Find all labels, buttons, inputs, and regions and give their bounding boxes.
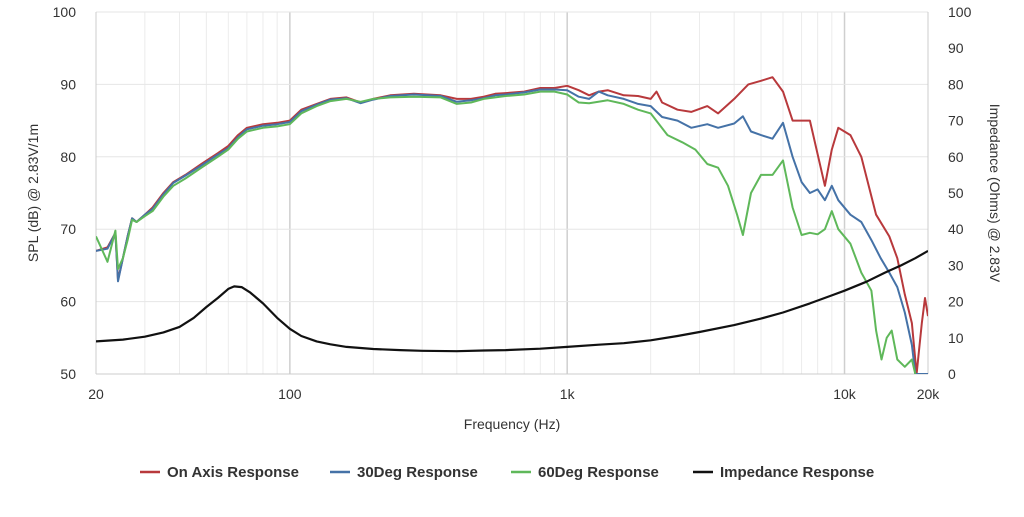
y-right-tick-label: 50 bbox=[948, 185, 964, 201]
y-left-tick-label: 60 bbox=[60, 294, 76, 310]
y-axis-right-title: Impedance (Ohms) @ 2.83V bbox=[987, 104, 1003, 283]
y-right-tick-label: 0 bbox=[948, 366, 956, 382]
series-line-0 bbox=[96, 76, 928, 374]
legend-item[interactable]: 30Deg Response bbox=[330, 464, 478, 481]
legend-label: On Axis Response bbox=[167, 464, 299, 481]
series-lines bbox=[96, 76, 928, 374]
x-tick-label: 1k bbox=[560, 386, 576, 402]
x-axis-title: Frequency (Hz) bbox=[464, 416, 560, 432]
legend-label: Impedance Response bbox=[720, 464, 874, 481]
y-right-tick-label: 90 bbox=[948, 40, 964, 56]
series-line-1 bbox=[96, 88, 928, 374]
y-right-tick-label: 30 bbox=[948, 257, 964, 273]
y-right-tick-label: 40 bbox=[948, 221, 964, 237]
x-tick-label: 20 bbox=[88, 386, 104, 402]
y-left-tick-label: 90 bbox=[60, 76, 76, 92]
y-left-tick-label: 80 bbox=[60, 149, 76, 165]
x-tick-label: 10k bbox=[833, 386, 857, 402]
tick-labels: 20 100 1k 10k 20k 50 60 70 80 90 100 0 10 20 30 40 50 60 7… bbox=[53, 4, 972, 402]
legend-item[interactable]: 60Deg Response bbox=[511, 464, 659, 481]
y-right-tick-label: 60 bbox=[948, 149, 964, 165]
y-right-tick-label: 80 bbox=[948, 76, 964, 92]
legend-label: 30Deg Response bbox=[357, 464, 478, 481]
series-line-2 bbox=[96, 90, 917, 374]
legend-item[interactable]: Impedance Response bbox=[693, 464, 874, 481]
y-right-tick-label: 10 bbox=[948, 330, 964, 346]
series-line-3 bbox=[96, 249, 928, 353]
x-tick-label: 100 bbox=[278, 386, 302, 402]
legend: On Axis Response 30Deg Response 60Deg Resp… bbox=[140, 464, 874, 481]
legend-item[interactable]: On Axis Response bbox=[140, 464, 299, 481]
grid bbox=[95, 11, 929, 375]
y-axis-left-title: SPL (dB) @ 2.83V/1m bbox=[25, 124, 41, 262]
y-left-tick-label: 70 bbox=[60, 221, 76, 237]
y-right-tick-label: 100 bbox=[948, 4, 972, 20]
y-right-tick-label: 70 bbox=[948, 113, 964, 129]
y-right-tick-label: 20 bbox=[948, 294, 964, 310]
y-left-tick-label: 100 bbox=[53, 4, 77, 20]
y-left-tick-label: 50 bbox=[60, 366, 76, 382]
x-tick-label: 20k bbox=[917, 386, 941, 402]
legend-label: 60Deg Response bbox=[538, 464, 659, 481]
